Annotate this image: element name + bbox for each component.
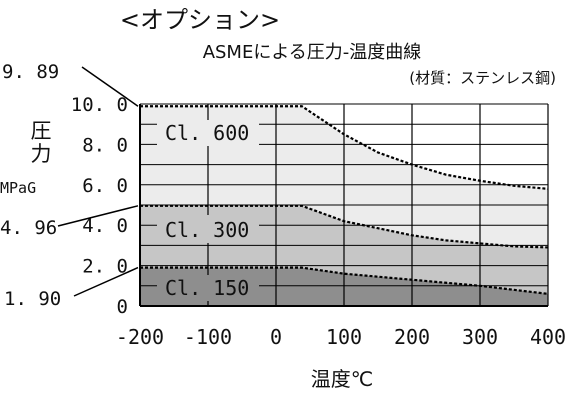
y-unit-label: MPaG xyxy=(0,179,36,197)
y-tick-label-4: 4. 0 xyxy=(82,215,128,237)
header-title: <オプション> xyxy=(120,6,280,34)
chart-title: ASMEによる圧力-温度曲線 xyxy=(203,42,422,63)
x-tick-label-3: 0 xyxy=(270,325,282,349)
callout-label-2: 4. 96 xyxy=(0,217,57,239)
y-tick-label-6: 0 xyxy=(117,296,128,318)
callout-leader-3 xyxy=(73,266,139,297)
x-tick-label-4: 100 xyxy=(326,325,362,349)
x-tick-label-6: 300 xyxy=(462,325,498,349)
series-label-bg-2 xyxy=(157,215,259,243)
callout-leader-2 xyxy=(57,205,139,227)
ylabel-char-2: 力 xyxy=(31,142,52,166)
x-tick-label-2: -100 xyxy=(184,325,232,349)
y-tick-label-2: 8. 0 xyxy=(82,134,128,156)
y-tick-label-1: 10. 0 xyxy=(71,94,128,116)
x-tick-label-1: -200 xyxy=(116,325,164,349)
series-label-1: Cl. 600 xyxy=(165,121,249,145)
callout-leader-1 xyxy=(81,66,139,107)
series-label-3: Cl. 150 xyxy=(165,276,249,300)
series-label-bg-3 xyxy=(157,275,259,301)
series-label-bg-1 xyxy=(157,120,259,146)
y-tick-label-3: 6. 0 xyxy=(82,175,128,197)
series-label-2: Cl. 300 xyxy=(165,218,249,242)
plot-area: Cl. 600 Cl. 300 Cl. 150 10. 0 8. 0 6. 0 4. 0 2.… xyxy=(0,61,566,349)
callout-label-3: 1. 90 xyxy=(4,288,61,310)
series-line-2 xyxy=(140,204,549,249)
callout-label-1: 9. 89 xyxy=(2,61,59,83)
y-tick-label-5: 2. 0 xyxy=(82,256,128,278)
series-line-1 xyxy=(140,105,549,190)
x-axis-label: 温度℃ xyxy=(311,367,373,391)
x-tick-label-5: 200 xyxy=(394,325,430,349)
chart-subtitle: (材質：ステンレス鋼) xyxy=(409,69,556,87)
series-line-3 xyxy=(140,266,549,295)
x-tick-label-7: 400 xyxy=(530,325,566,349)
ylabel-char-1: 圧 xyxy=(31,119,52,143)
